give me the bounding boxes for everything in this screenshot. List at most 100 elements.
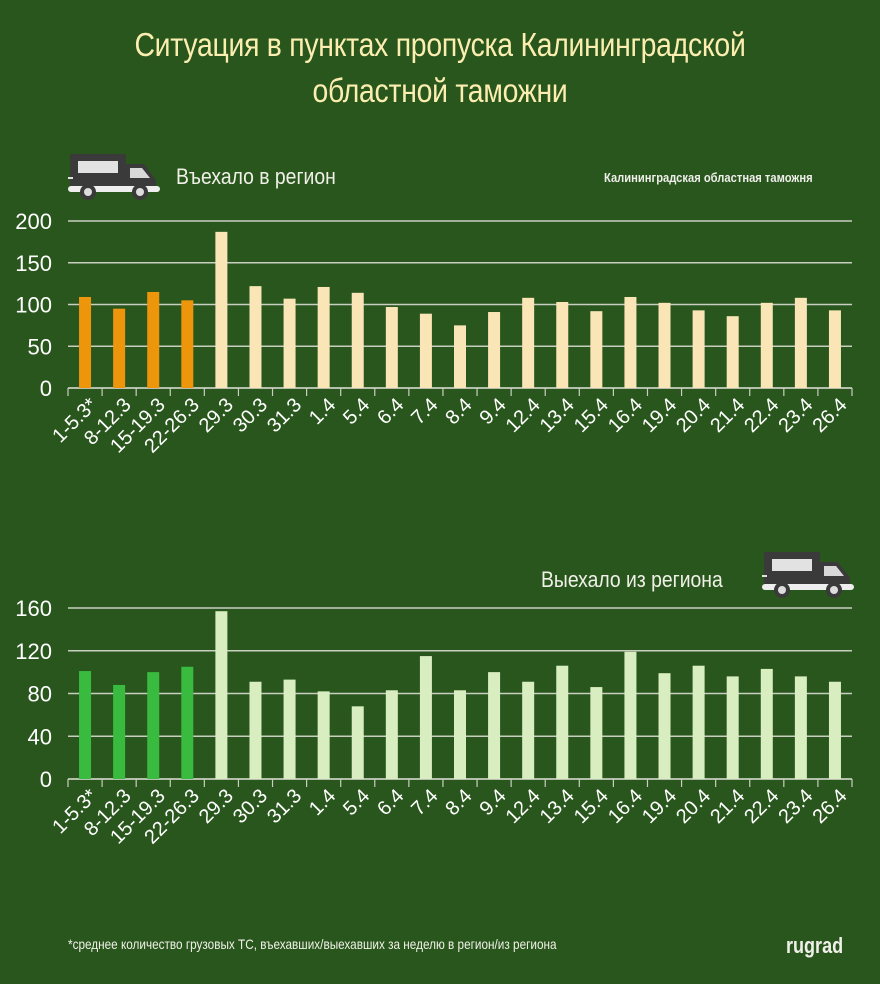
x-tick-label: 5.4: [339, 785, 374, 820]
x-tick-label: 6.4: [373, 785, 408, 820]
bar-7.4: [419, 656, 432, 779]
bar-31.3: [283, 298, 296, 388]
x-tick-label: 20.4: [672, 785, 715, 828]
x-tick-label: 1.4: [305, 394, 340, 429]
bar-8-12.3: [113, 684, 126, 779]
bar-1-5.3*: [79, 296, 92, 388]
x-tick-label: 7.4: [407, 394, 442, 429]
x-tick-label: 31.3: [263, 785, 306, 828]
bar-12.4: [522, 297, 535, 388]
y-tick-label: 0: [40, 767, 52, 792]
x-tick-label: 26.4: [808, 394, 851, 437]
bar-23.4: [794, 676, 807, 779]
title-line-2: областной таможни: [312, 72, 568, 109]
x-tick-label: 31.3: [263, 394, 306, 437]
x-tick-label: 21.4: [706, 785, 749, 828]
x-tick-label: 13.4: [536, 785, 579, 828]
x-tick-label: 22.4: [740, 785, 783, 828]
x-tick-label: 23.4: [774, 785, 817, 828]
chart-in-title: Въехало в регион: [176, 164, 336, 189]
bar-9.4: [488, 312, 501, 388]
x-tick-label: 19.4: [638, 785, 681, 828]
bar-22-26.3: [181, 666, 194, 779]
bar-1.4: [317, 691, 330, 779]
bar-16.4: [624, 296, 637, 388]
x-tick-label: 26.4: [808, 785, 851, 828]
source-label: Калининградская областная таможня: [604, 170, 813, 185]
x-tick-label: 30.3: [229, 785, 272, 828]
chart-entered-region: 0501001502001-5.3*8-12.315-19.322-26.329…: [15, 209, 853, 458]
x-tick-label: 16.4: [604, 785, 647, 828]
bar-30.3: [249, 681, 262, 779]
x-tick-label: 7.4: [407, 785, 442, 820]
chart-exited-region: 040801201601-5.3*8-12.315-19.322-26.329.…: [15, 596, 853, 849]
bar-22-26.3: [181, 300, 194, 388]
bar-7.4: [419, 313, 432, 388]
y-tick-label: 100: [15, 293, 52, 318]
x-tick-label: 19.4: [638, 394, 681, 437]
bar-1-5.3*: [79, 671, 92, 779]
bar-26.4: [828, 681, 841, 779]
bar-19.4: [658, 302, 671, 388]
bar-6.4: [385, 307, 398, 388]
title-line-1: Ситуация в пунктах пропуска Калининградс…: [134, 26, 746, 63]
y-tick-label: 150: [15, 251, 52, 276]
x-tick-label: 13.4: [536, 394, 579, 437]
bar-5.4: [351, 292, 364, 388]
brand-logo: rugrad: [786, 933, 844, 958]
x-tick-label: 22.4: [740, 394, 783, 437]
bar-15-19.3: [147, 672, 160, 779]
bar-21.4: [726, 676, 739, 779]
bar-9.4: [488, 672, 501, 779]
x-tick-label: 6.4: [373, 394, 408, 429]
x-tick-label: 23.4: [774, 394, 817, 437]
bar-8-12.3: [113, 308, 126, 388]
chart-out-title: Выехало из региона: [541, 567, 723, 592]
x-tick-label: 21.4: [706, 394, 749, 437]
bar-13.4: [556, 665, 569, 779]
bar-30.3: [249, 286, 262, 388]
y-tick-label: 160: [15, 596, 52, 621]
bar-15.4: [590, 687, 603, 779]
bar-1.4: [317, 286, 330, 388]
bar-6.4: [385, 690, 398, 779]
bar-21.4: [726, 316, 739, 388]
x-tick-label: 29.3: [195, 394, 238, 437]
bar-31.3: [283, 679, 296, 779]
bar-29.3: [215, 231, 228, 388]
bar-8.4: [454, 690, 466, 779]
page-title: Ситуация в пунктах пропуска Калининградс…: [62, 22, 819, 114]
x-tick-label: 20.4: [672, 394, 715, 437]
x-tick-label: 1.4: [305, 785, 340, 820]
truck-icon: [762, 552, 854, 598]
bar-13.4: [556, 301, 569, 388]
bar-5.4: [351, 706, 364, 779]
x-tick-label: 12.4: [502, 785, 545, 828]
bar-23.4: [794, 297, 807, 388]
bar-29.3: [215, 611, 228, 779]
bar-12.4: [522, 681, 535, 779]
truck-icon: [68, 154, 160, 200]
footnote: *среднее количество грузовых ТС, въехавш…: [68, 936, 557, 952]
y-tick-label: 40: [28, 724, 52, 749]
x-tick-label: 8.4: [441, 394, 476, 429]
bar-15-19.3: [147, 291, 160, 388]
bar-20.4: [692, 310, 705, 388]
bar-16.4: [624, 651, 637, 779]
x-tick-label: 5.4: [339, 394, 374, 429]
y-tick-label: 120: [15, 639, 52, 664]
bar-20.4: [692, 665, 705, 779]
x-tick-label: 12.4: [502, 394, 545, 437]
x-tick-label: 15.4: [570, 394, 613, 437]
y-tick-label: 200: [15, 209, 52, 234]
y-tick-label: 50: [28, 334, 52, 359]
x-tick-label: 16.4: [604, 394, 647, 437]
x-tick-label: 29.3: [195, 785, 238, 828]
bar-19.4: [658, 673, 671, 779]
y-tick-label: 80: [28, 682, 52, 707]
bar-22.4: [760, 302, 773, 388]
bar-26.4: [828, 310, 841, 388]
bar-15.4: [590, 311, 603, 388]
y-tick-label: 0: [40, 376, 52, 401]
x-tick-label: 15.4: [570, 785, 613, 828]
